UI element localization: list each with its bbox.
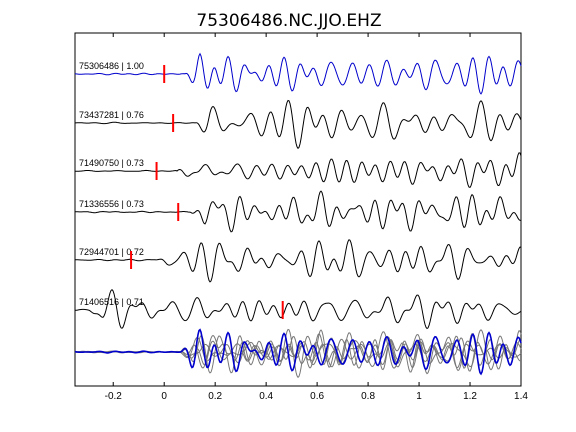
traces-group: [74, 52, 522, 379]
trace-3: [75, 152, 522, 188]
trace-label-4: 71336556 | 0.73: [79, 199, 144, 209]
chart-title: 75306486.NC.JJO.EHZ: [196, 11, 381, 31]
overlay-trace-primary: [74, 328, 522, 376]
trace-label-2: 73437281 | 0.76: [79, 110, 144, 120]
trace-label-3: 71490750 | 0.73: [79, 158, 144, 168]
trace-labels-group: 75306486 | 1.00 73437281 | 0.76 71490750 |…: [79, 61, 144, 307]
x-tick-label-6: 1: [416, 391, 422, 402]
plot-frame: [74, 32, 522, 387]
x-tick-label-7: 1.2: [463, 391, 477, 402]
trace-label-6: 71406516 | 0.71: [79, 297, 144, 307]
x-tick-label-8: 1.4: [514, 391, 528, 402]
x-axis-ticks: -0.2 0 0.2 0.4 0.6 0.8 1 1.2 1.4: [105, 33, 528, 402]
trace-4: [75, 190, 522, 233]
x-tick-label-1: 0: [161, 391, 167, 402]
trace-5: [75, 239, 522, 283]
x-tick-label-0: -0.2: [105, 391, 123, 402]
x-tick-label-4: 0.6: [310, 391, 324, 402]
trace-label-1: 75306486 | 1.00: [79, 61, 144, 71]
pick-markers-group: [130, 65, 284, 319]
x-tick-label-2: 0.2: [208, 391, 222, 402]
trace-6: [74, 289, 522, 330]
trace-label-5: 72944701 | 0.72: [79, 247, 144, 257]
x-tick-label-3: 0.4: [259, 391, 273, 402]
x-tick-label-5: 0.8: [361, 391, 375, 402]
trace-1: [74, 52, 522, 95]
trace-2: [75, 99, 522, 150]
